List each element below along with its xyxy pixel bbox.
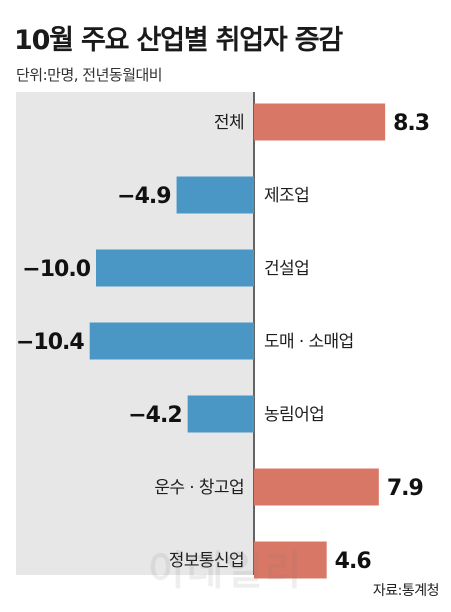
value-label-1: −4.9 (117, 184, 170, 209)
value-label-3: −10.4 (16, 330, 84, 355)
source-note: 자료:통계청 (372, 583, 440, 599)
category-label-6: 정보통신업 (169, 551, 244, 571)
value-label-4: −4.2 (128, 403, 181, 428)
value-label-2: −10.0 (22, 257, 90, 282)
bar-1 (176, 176, 254, 214)
category-label-4: 농림어업 (264, 405, 324, 425)
bar-4 (187, 395, 254, 433)
chart-subtitle: 단위:만명, 전년동월대비 (16, 66, 163, 84)
value-label-5: 7.9 (387, 476, 423, 501)
bar-5 (254, 468, 379, 506)
chart-title: 10월 주요 산업별 취업자 증감 (14, 25, 343, 56)
category-label-1: 제조업 (264, 186, 309, 206)
bar-3 (89, 322, 255, 360)
bar-2 (96, 249, 254, 287)
category-label-5: 운수 · 창고업 (154, 478, 244, 498)
watermark: 이데일리 (148, 548, 304, 594)
value-label-6: 4.6 (335, 549, 372, 574)
bar-6 (254, 541, 327, 579)
category-label-0: 전체 (214, 113, 244, 133)
value-label-0: 8.3 (393, 111, 429, 136)
bar-0 (254, 103, 386, 141)
category-label-3: 도매 · 소매업 (264, 332, 354, 352)
category-label-2: 건설업 (264, 259, 309, 279)
